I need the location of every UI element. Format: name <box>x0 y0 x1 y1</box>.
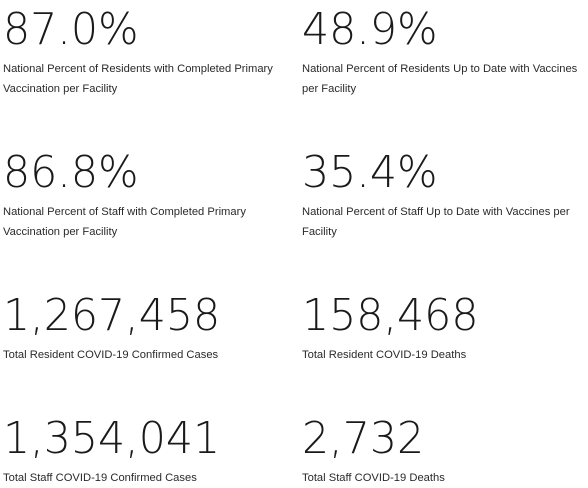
stat-value: 86.8% <box>3 147 139 198</box>
stat-staff-deaths: 2,732 Total Staff COVID-19 Deaths <box>302 417 588 488</box>
stat-label: Total Staff COVID-19 Confirmed Cases <box>3 472 197 484</box>
stat-value: 35.4% <box>302 147 438 198</box>
stat-staff-primary-vaccination: 86.8% National Percent of Staff with Com… <box>3 151 291 242</box>
stat-residents-primary-vaccination: 87.0% National Percent of Residents with… <box>3 8 291 99</box>
stat-label: National Percent of Staff Up to Date wit… <box>302 206 570 238</box>
stat-label: National Percent of Staff with Completed… <box>3 206 246 238</box>
stat-resident-deaths: 158,468 Total Resident COVID-19 Deaths <box>302 294 588 365</box>
stat-value: 48.9% <box>302 4 438 55</box>
stat-value: 1,267,458 <box>3 290 221 341</box>
stat-label: National Percent of Residents Up to Date… <box>302 63 578 95</box>
stat-staff-up-to-date: 35.4% National Percent of Staff Up to Da… <box>302 151 588 242</box>
stat-value: 2,732 <box>302 413 425 464</box>
stat-label: Total Resident COVID-19 Deaths <box>302 349 467 361</box>
stat-label: National Percent of Residents with Compl… <box>3 63 273 95</box>
stat-value: 1,354,041 <box>3 413 221 464</box>
stat-staff-confirmed-cases: 1,354,041 Total Staff COVID-19 Confirmed… <box>3 417 291 488</box>
stat-residents-up-to-date: 48.9% National Percent of Residents Up t… <box>302 8 588 99</box>
stat-label: Total Staff COVID-19 Deaths <box>302 472 445 484</box>
stat-value: 158,468 <box>302 290 479 341</box>
stat-value: 87.0% <box>3 4 139 55</box>
stat-label: Total Resident COVID-19 Confirmed Cases <box>3 349 219 361</box>
stat-resident-confirmed-cases: 1,267,458 Total Resident COVID-19 Confir… <box>3 294 291 365</box>
